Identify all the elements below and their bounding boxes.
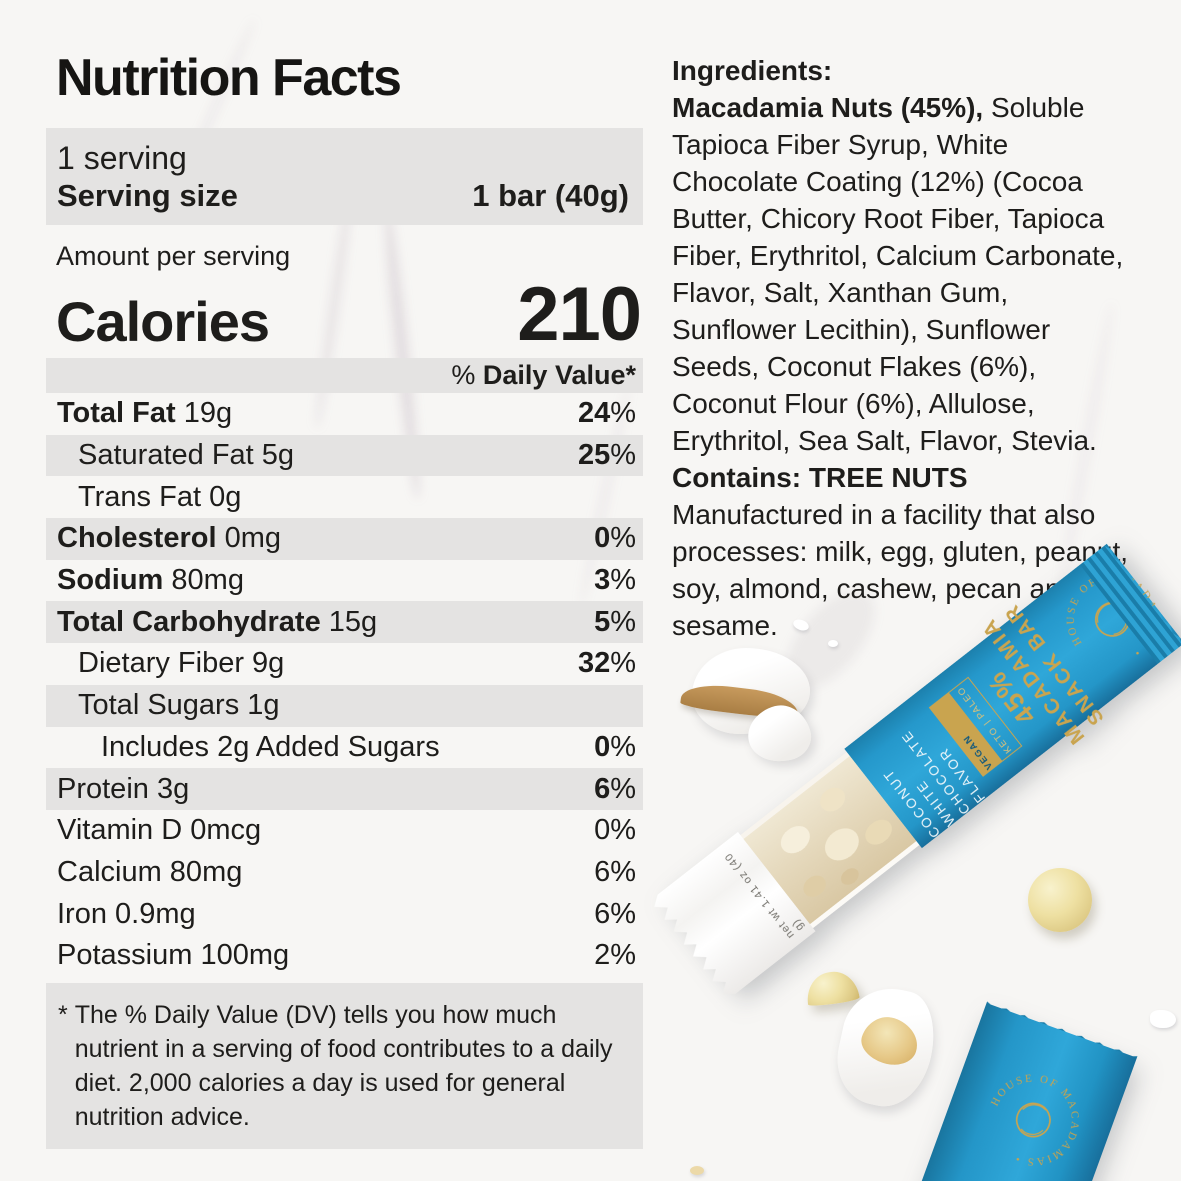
nutrient-daily-value: 25% xyxy=(577,439,636,472)
nutrient-daily-value: 6% xyxy=(594,772,636,805)
nutrient-name: Trans Fat 0g xyxy=(78,480,242,513)
ingredients-heading: Ingredients: xyxy=(672,55,833,86)
allergen-paragraph: Contains: TREE NUTS Manufactured in a fa… xyxy=(672,459,1140,644)
nutrient-daily-value: 6% xyxy=(594,897,636,930)
coconut-piece xyxy=(741,698,817,770)
ingredients-body: Soluble Tapioca Fiber Syrup, White Choco… xyxy=(672,92,1124,456)
facility-statement: Manufactured in a facility that also pro… xyxy=(672,499,1129,641)
nutrient-row: Sodium 80mg 3% xyxy=(46,560,643,602)
nutrient-row: Dietary Fiber 9g 32% xyxy=(46,643,643,685)
diet-badges: VEGAN KETO | PALEO xyxy=(927,675,1023,779)
calories-row: Calories 210 xyxy=(56,272,642,358)
nutrient-name: Total Carbohydrate 15g xyxy=(57,605,378,638)
coconut-piece xyxy=(828,979,944,1115)
flavor-text: COCONUT WHITE CHOCOLATE FLAVOR xyxy=(880,727,989,841)
nutrient-daily-value: 0% xyxy=(594,522,636,555)
nutrient-row: Potassium 100mg 2% xyxy=(46,935,643,977)
brand-logo-icon: HOUSE OF MACADAMIAS • xyxy=(972,1059,1094,1181)
nutrient-row: Cholesterol 0mg 0% xyxy=(46,518,643,560)
nutrient-daily-value: 6% xyxy=(594,855,636,888)
nutrient-name: Sodium 80mg xyxy=(57,564,244,597)
ingredients-column: Ingredients: Macadamia Nuts (45%), Solub… xyxy=(672,52,1140,644)
nutrient-daily-value: 24% xyxy=(577,397,636,430)
nutrient-name: Potassium 100mg xyxy=(57,939,290,972)
calories-label: Calories xyxy=(56,289,270,353)
nutrient-daily-value: 32% xyxy=(577,647,636,680)
daily-value-footnote: * The % Daily Value (DV) tells you how m… xyxy=(46,982,643,1149)
nutrition-facts-panel: Nutrition Facts 1 serving Serving size 1… xyxy=(46,50,643,1149)
nutrient-daily-value: 3% xyxy=(594,564,636,597)
nutrient-daily-value: 0% xyxy=(594,814,636,847)
coconut-fleck xyxy=(1150,1010,1176,1028)
macadamia-piece xyxy=(856,1010,924,1072)
nutrient-daily-value: 5% xyxy=(594,605,636,638)
daily-value-header-text: % Daily Value* xyxy=(451,360,636,390)
nutrient-name: Dietary Fiber 9g xyxy=(78,647,285,680)
footnote-text: The % Daily Value (DV) tells you how muc… xyxy=(74,1000,613,1131)
nutrient-row: Trans Fat 0g xyxy=(46,476,643,518)
ingredients-lead: Macadamia Nuts (45%), xyxy=(672,92,984,123)
coconut-husk xyxy=(679,680,801,722)
nutrient-name: Includes 2g Added Sugars xyxy=(101,730,440,763)
serving-info-band: 1 serving Serving size 1 bar (40g) xyxy=(46,128,643,225)
nutrient-row: Saturated Fat 5g 25% xyxy=(46,434,643,477)
macadamia-piece xyxy=(804,968,860,1008)
nutrient-row: Protein 3g 6% xyxy=(46,768,643,810)
net-weight-text: net wt 1.41 oz (40 g) xyxy=(722,850,807,941)
wrapper-front: HOUSE OF MACADAMIAS • xyxy=(890,1002,1137,1181)
nutrient-name: Total Sugars 1g xyxy=(78,689,280,722)
nutrient-name: Saturated Fat 5g xyxy=(78,439,295,472)
nutrient-name: Calcium 80mg xyxy=(57,855,243,888)
ingredients-paragraph: Ingredients: Macadamia Nuts (45%), Solub… xyxy=(672,52,1140,459)
nutrient-name: Cholesterol 0mg xyxy=(57,522,282,555)
nutrient-name: Vitamin D 0mcg xyxy=(57,814,262,847)
nutrient-row: Vitamin D 0mcg 0% xyxy=(46,810,643,852)
nutrient-row: Total Fat 19g 24% xyxy=(46,393,643,435)
macadamia-nut xyxy=(1028,868,1092,932)
serving-size-row: Serving size 1 bar (40g) xyxy=(57,176,629,216)
serving-size-label: Serving size xyxy=(57,178,238,213)
wrapper-crimp-end xyxy=(986,967,1150,1059)
snack-bar-back: HOUSE OF MACADAMIAS • xyxy=(890,967,1150,1181)
vegan-badge: VEGAN xyxy=(928,692,1002,777)
crumb xyxy=(690,1166,704,1175)
servings-per-container: 1 serving xyxy=(57,140,187,176)
nutrient-table: Total Fat 19g 24% Saturated Fat 5g 25% Trans… xyxy=(46,393,643,977)
daily-value-header: % Daily Value* xyxy=(46,358,643,393)
wrapper-crimp-end xyxy=(650,832,816,1000)
keto-paleo-badge: KETO | PALEO xyxy=(947,676,1023,762)
nutrient-row: Total Sugars 1g xyxy=(46,684,643,727)
nutrient-row: Iron 0.9mg 6% xyxy=(46,893,643,935)
nutrition-facts-title: Nutrition Facts xyxy=(56,49,402,107)
nutrient-row: Includes 2g Added Sugars 0% xyxy=(46,727,643,769)
nutrient-name: Iron 0.9mg xyxy=(57,897,196,930)
nutrient-row: Total Carbohydrate 15g 5% xyxy=(46,601,643,644)
svg-text:HOUSE OF MACADAMIAS •: HOUSE OF MACADAMIAS • xyxy=(972,1059,1094,1181)
nutrient-row: Calcium 80mg 6% xyxy=(46,852,643,894)
nutrient-daily-value: 0% xyxy=(594,730,636,763)
wrapper-window-bar-visible xyxy=(740,751,920,929)
footnote-asterisk: * xyxy=(58,1000,68,1029)
nutrient-name: Protein 3g xyxy=(57,772,190,805)
contains-statement: Contains: TREE NUTS xyxy=(672,462,968,493)
serving-size-value: 1 bar (40g) xyxy=(472,178,629,213)
nutrient-daily-value: 2% xyxy=(594,939,636,972)
amount-per-serving-label: Amount per serving xyxy=(56,241,291,271)
calories-value: 210 xyxy=(517,272,642,358)
nutrient-name: Total Fat 19g xyxy=(57,397,233,430)
